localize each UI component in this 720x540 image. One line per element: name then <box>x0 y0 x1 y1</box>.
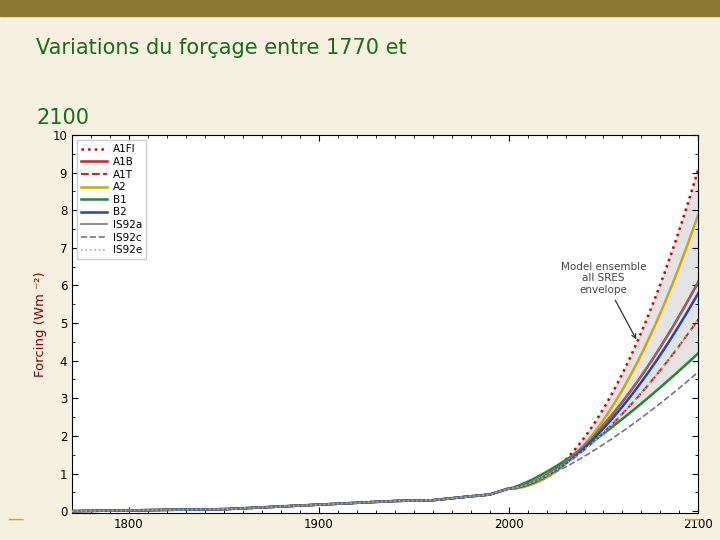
IS92a <box>68 508 76 515</box>
A1B <box>414 497 423 504</box>
A1T <box>462 494 471 500</box>
A2 <box>694 211 703 217</box>
A1FI <box>418 497 427 504</box>
A2 <box>414 497 423 504</box>
A1FI <box>501 486 510 492</box>
A2 <box>462 494 471 500</box>
B1 <box>608 423 617 430</box>
A1T <box>694 316 703 322</box>
A2 <box>683 243 691 249</box>
A1B <box>501 486 510 492</box>
B2 <box>462 494 471 500</box>
Legend: A1FI, A1B, A1T, A2, B1, B2, IS92a, IS92c, IS92e: A1FI, A1B, A1T, A2, B1, B2, IS92a, IS92c… <box>77 140 146 259</box>
IS92a <box>608 411 617 417</box>
IS92a <box>462 494 471 500</box>
A1T <box>683 332 691 339</box>
A1B <box>683 299 691 306</box>
IS92e <box>683 332 691 339</box>
IS92c <box>462 494 471 500</box>
B1 <box>68 508 76 515</box>
Line: IS92c: IS92c <box>72 372 698 511</box>
B1 <box>683 360 691 367</box>
A2 <box>501 486 510 492</box>
A1FI <box>462 494 471 500</box>
IS92a <box>418 497 427 504</box>
IS92a <box>414 497 423 504</box>
A2 <box>68 508 76 515</box>
IS92e <box>68 508 76 515</box>
B2 <box>68 508 76 515</box>
Text: Model ensemble
all SRES
envelope: Model ensemble all SRES envelope <box>561 262 647 338</box>
A1B <box>68 508 76 515</box>
B1 <box>414 497 423 504</box>
IS92c <box>694 369 703 375</box>
B1 <box>418 497 427 504</box>
A1B <box>694 279 703 285</box>
A1T <box>68 508 76 515</box>
A2 <box>418 497 427 504</box>
IS92c <box>68 508 76 515</box>
Text: —: — <box>684 510 701 528</box>
IS92c <box>418 497 427 504</box>
Y-axis label: Forcing (Wm ⁻²): Forcing (Wm ⁻²) <box>34 271 47 377</box>
Line: B2: B2 <box>72 293 698 511</box>
Text: Variations du forçage entre 1770 et: Variations du forçage entre 1770 et <box>36 38 407 58</box>
Line: A1FI: A1FI <box>72 169 698 511</box>
A1FI <box>683 203 691 210</box>
B2 <box>414 497 423 504</box>
IS92c <box>608 435 617 442</box>
A1FI <box>694 166 703 172</box>
Line: A2: A2 <box>72 214 698 511</box>
A1FI <box>414 497 423 504</box>
Text: 2100: 2100 <box>36 108 89 128</box>
A1B <box>462 494 471 500</box>
B2 <box>418 497 427 504</box>
A1FI <box>68 508 76 515</box>
B2 <box>694 290 703 296</box>
B2 <box>683 309 691 316</box>
IS92e <box>694 316 703 322</box>
Text: —: — <box>7 510 24 528</box>
A1B <box>608 411 617 417</box>
B2 <box>608 415 617 422</box>
A1T <box>608 421 617 427</box>
IS92c <box>683 379 691 385</box>
IS92c <box>501 486 510 492</box>
B1 <box>501 486 510 492</box>
Line: IS92a: IS92a <box>72 282 698 511</box>
A1B <box>418 497 427 504</box>
IS92e <box>418 497 427 504</box>
A1T <box>501 486 510 492</box>
A1FI <box>608 389 617 396</box>
A1T <box>414 497 423 504</box>
Line: A1B: A1B <box>72 282 698 511</box>
B1 <box>694 350 703 356</box>
A1T <box>418 497 427 504</box>
Line: IS92e: IS92e <box>72 319 698 511</box>
IS92e <box>608 421 617 427</box>
A2 <box>608 403 617 409</box>
Line: B1: B1 <box>72 353 698 511</box>
Line: A1T: A1T <box>72 319 698 511</box>
IS92a <box>683 299 691 306</box>
IS92e <box>462 494 471 500</box>
IS92a <box>501 486 510 492</box>
IS92e <box>414 497 423 504</box>
B1 <box>462 494 471 500</box>
IS92e <box>501 486 510 492</box>
IS92c <box>414 497 423 504</box>
B2 <box>501 486 510 492</box>
IS92a <box>694 279 703 285</box>
